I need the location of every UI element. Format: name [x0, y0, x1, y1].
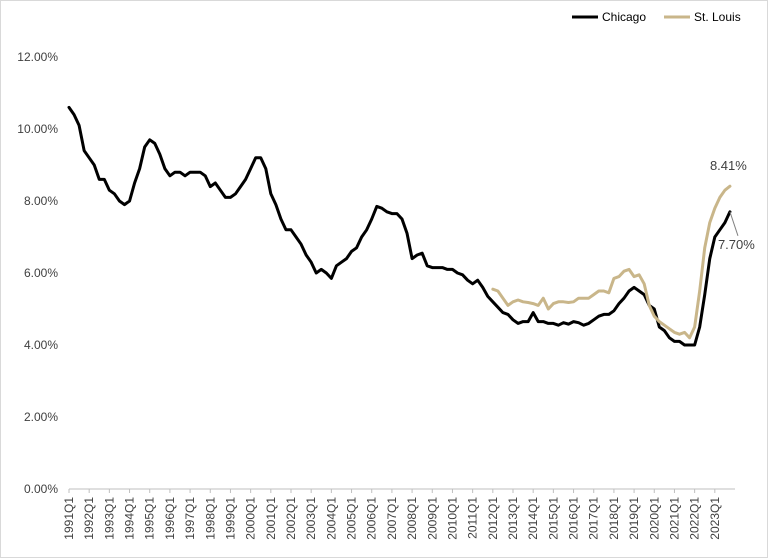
y-tick-label: 8.00%	[24, 194, 58, 208]
y-tick-label: 6.00%	[24, 266, 58, 280]
x-tick-label: 2020Q1	[647, 497, 661, 540]
data-label: 8.41%	[710, 158, 747, 173]
x-tick-label: 2017Q1	[587, 497, 601, 540]
x-tick-label: 1994Q1	[123, 497, 137, 540]
x-axis: 1991Q1 1992Q1 1993Q1 1994Q1 1995Q1 1996Q1 1997…	[62, 488, 735, 540]
x-tick-label: 2019Q1	[627, 497, 641, 540]
annotation-layer: 8.41% 7.70%	[710, 158, 755, 252]
x-tick-label: 2007Q1	[385, 497, 399, 540]
x-tick-label: 2004Q1	[324, 497, 338, 540]
x-tick-label: 2008Q1	[405, 497, 419, 540]
x-tick-label: 2009Q1	[425, 497, 439, 540]
x-tick-label: 2015Q1	[546, 497, 560, 540]
x-tick-label: 2010Q1	[445, 497, 459, 540]
legend: Chicago St. Louis	[572, 10, 741, 24]
x-tick-label: 2016Q1	[567, 497, 581, 540]
x-tick-label: 2001Q1	[264, 497, 278, 540]
y-tick-label: 10.00%	[17, 122, 58, 136]
x-tick-label: 2012Q1	[486, 497, 500, 540]
x-tick-label: 1998Q1	[203, 497, 217, 540]
x-tick-label: 2000Q1	[244, 497, 258, 540]
y-axis: 0.00% 2.00% 4.00% 6.00% 8.00% 10.00% 12.00%	[17, 50, 58, 496]
x-tick-label: 2018Q1	[607, 497, 621, 540]
x-tick-label: 1996Q1	[163, 497, 177, 540]
x-tick-label: 2014Q1	[526, 497, 540, 540]
series-line-chicago	[67, 105, 732, 347]
x-tick-label: 2002Q1	[284, 497, 298, 540]
data-label: 7.70%	[718, 237, 755, 252]
legend-label: St. Louis	[694, 10, 741, 24]
x-tick-label: 2022Q1	[688, 497, 702, 540]
x-tick-label: 1997Q1	[183, 497, 197, 540]
y-tick-label: 4.00%	[24, 338, 58, 352]
x-tick-label: 2023Q1	[708, 497, 722, 540]
x-tick-label: 2011Q1	[466, 497, 480, 539]
y-tick-label: 0.00%	[24, 482, 58, 496]
x-tick-label: 1991Q1	[62, 497, 76, 540]
x-tick-label: 1993Q1	[102, 497, 116, 540]
annotation-leader-line	[729, 211, 739, 236]
x-tick-label: 1992Q1	[82, 497, 96, 540]
series-layer	[67, 105, 732, 347]
x-tick-label: 2006Q1	[365, 497, 379, 540]
y-tick-label: 2.00%	[24, 410, 58, 424]
y-tick-label: 12.00%	[17, 50, 58, 64]
x-tick-label: 2013Q1	[506, 497, 520, 540]
x-tick-label: 2005Q1	[345, 497, 359, 540]
x-tick-label: 1995Q1	[143, 497, 157, 540]
x-tick-label: 2003Q1	[304, 497, 318, 540]
series-line-st-louis	[491, 184, 732, 340]
legend-label: Chicago	[602, 10, 646, 24]
x-tick-label: 2021Q1	[667, 497, 681, 540]
x-tick-label: 1999Q1	[223, 497, 237, 540]
